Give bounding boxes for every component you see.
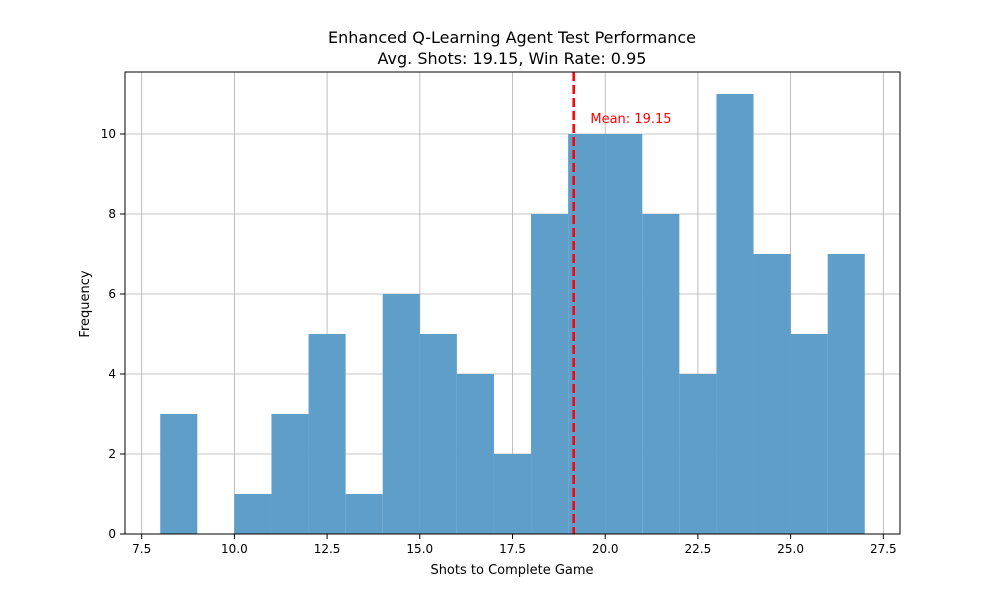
mean-annotation: Mean: 19.15 — [572, 72, 672, 534]
y-axis-label: Frequency — [78, 270, 93, 337]
x-tick-label: 15.0 — [406, 542, 433, 556]
histogram-bar — [160, 414, 198, 534]
histogram-bar — [345, 494, 383, 534]
x-tick-label: 22.5 — [685, 542, 712, 556]
histogram-bar — [753, 254, 791, 534]
histogram-bar — [642, 214, 680, 534]
histogram-bar — [716, 94, 754, 534]
histogram-bar — [271, 414, 309, 534]
histogram-bar — [382, 294, 420, 534]
histogram-bar — [605, 134, 643, 534]
x-tick-label: 27.5 — [870, 542, 897, 556]
x-tick-label: 10.0 — [221, 542, 248, 556]
histogram-bar — [456, 374, 494, 534]
histogram-bar — [531, 214, 569, 534]
x-tick-label: 20.0 — [592, 542, 619, 556]
chart-subtitle: Avg. Shots: 19.15, Win Rate: 0.95 — [378, 49, 647, 68]
x-axis-label: Shots to Complete Game — [430, 563, 593, 578]
histogram-bar — [308, 334, 346, 534]
histogram-bars — [160, 94, 865, 534]
y-tick-label: 4 — [108, 367, 116, 381]
chart-title: Enhanced Q-Learning Agent Test Performan… — [328, 28, 696, 47]
histogram-bar — [679, 374, 717, 534]
y-tick-label: 0 — [108, 527, 116, 541]
histogram-bar — [827, 254, 865, 534]
y-tick-label: 6 — [108, 287, 116, 301]
mean-label: Mean: 19.15 — [590, 112, 671, 127]
x-tick-label: 17.5 — [499, 542, 526, 556]
x-tick-label: 12.5 — [314, 542, 341, 556]
x-axis: 7.5 10.0 12.5 15.0 17.5 20.0 22.5 25.0 27.5 — [132, 534, 897, 556]
y-axis: 0 2 4 6 8 10 — [101, 127, 125, 541]
histogram-bar — [234, 494, 272, 534]
y-tick-label: 8 — [108, 207, 116, 221]
histogram-bar — [493, 454, 532, 534]
y-tick-label: 2 — [108, 447, 116, 461]
x-tick-label: 7.5 — [132, 542, 151, 556]
x-tick-label: 25.0 — [777, 542, 804, 556]
histogram-bar — [419, 334, 457, 534]
y-tick-label: 10 — [101, 127, 116, 141]
histogram-bar — [790, 334, 828, 534]
